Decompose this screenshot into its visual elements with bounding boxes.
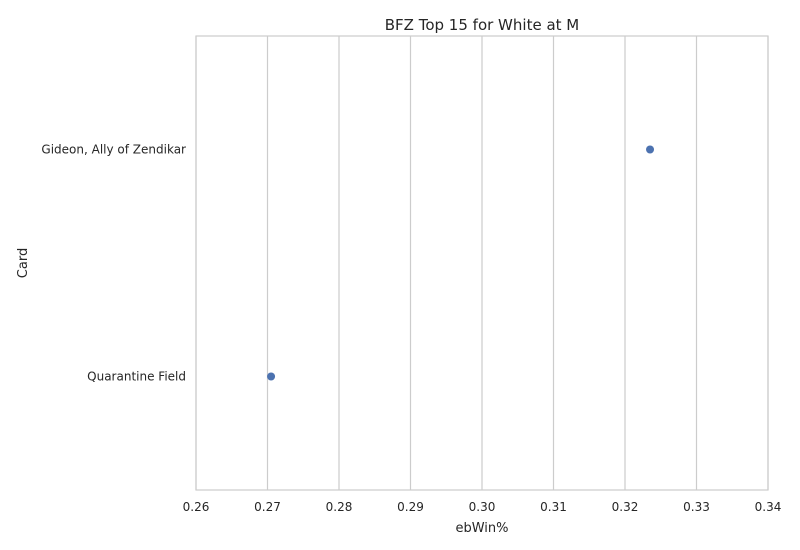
x-tick-label: 0.33 [683,500,710,514]
y-tick-label: Gideon, Ally of Zendikar [41,143,186,157]
x-tick-label: 0.32 [612,500,639,514]
x-tick-label: 0.31 [540,500,567,514]
grid-lines [195,36,769,490]
y-axis-label: Card [16,248,31,278]
x-tick-label: 0.34 [755,500,782,514]
x-tick-label: 0.29 [397,500,424,514]
plot-frame [195,35,769,491]
x-tick-labels: 0.26 0.27 0.28 0.29 0.30 0.31 0.32 0.33 0.34 [183,500,782,514]
y-tick-label: Quarantine Field [87,370,186,384]
x-tick-label: 0.26 [183,500,210,514]
data-point [267,372,276,381]
x-tick-label: 0.28 [326,500,353,514]
x-tick-label: 0.30 [469,500,496,514]
data-points [267,145,655,381]
x-axis-label: ebWin% [455,521,508,536]
data-point [646,145,655,154]
y-tick-labels: Gideon, Ally of Zendikar Quarantine Field [41,143,186,384]
chart-title: BFZ Top 15 for White at M [385,16,579,34]
x-tick-label: 0.27 [254,500,281,514]
